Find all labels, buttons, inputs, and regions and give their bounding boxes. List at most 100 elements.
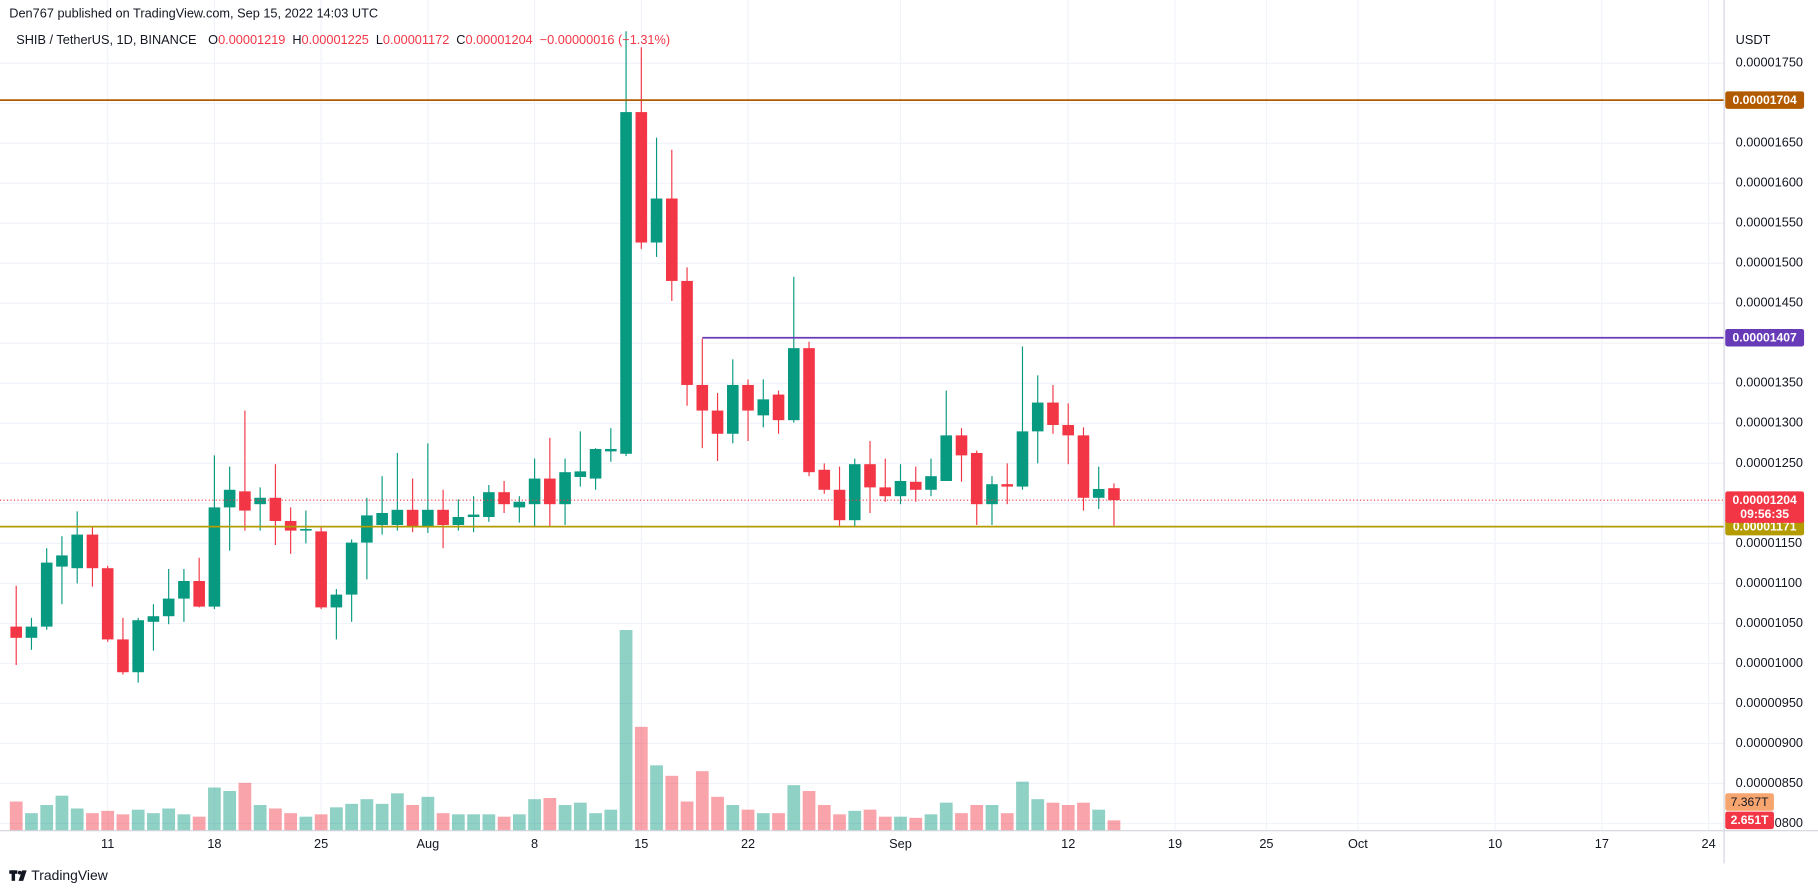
volume-bar <box>634 726 648 831</box>
volume-bar <box>512 814 526 831</box>
level-badge-label: 0.00001704 <box>1733 93 1797 107</box>
volume-bar <box>467 814 480 831</box>
y-tick-label: 0.00001250 <box>1736 455 1803 470</box>
legend-key: H <box>292 32 301 47</box>
volume-bar <box>101 810 115 831</box>
volume-bar <box>909 817 923 831</box>
volume-bar <box>330 807 343 831</box>
x-tick-label: 25 <box>314 836 328 851</box>
level-badge <box>1725 91 1805 109</box>
candle-body <box>1047 402 1059 425</box>
candle-body <box>223 489 236 508</box>
level-badge <box>1725 328 1805 347</box>
candle-body <box>1108 488 1120 501</box>
y-tick-label: 0.00001500 <box>1736 255 1803 270</box>
candle-body <box>483 492 495 517</box>
volume-bar <box>650 765 663 831</box>
volume-bar <box>939 802 953 831</box>
candle-body <box>879 487 892 497</box>
volume-bar <box>1061 805 1075 831</box>
candle-body <box>300 528 312 531</box>
volume-bar <box>772 813 785 831</box>
candle-body <box>757 399 770 416</box>
volume-bar <box>528 799 541 831</box>
candle-body <box>10 626 23 638</box>
candle-body <box>376 512 388 525</box>
volume-bar <box>421 796 435 831</box>
candle-body <box>208 507 221 607</box>
volume-bar <box>695 771 709 831</box>
candle-body <box>239 491 251 511</box>
volume-bar <box>970 805 984 831</box>
candle-body <box>25 626 38 638</box>
candle-body <box>772 394 785 421</box>
candle-body <box>955 435 968 456</box>
footer-brand: TradingView <box>31 867 108 883</box>
volume-bar <box>451 814 465 831</box>
volume-bar <box>833 814 846 831</box>
candle-body <box>1031 402 1044 432</box>
volume-bar <box>482 814 496 831</box>
x-tick-label: 11 <box>101 836 114 851</box>
candle-body <box>513 501 526 508</box>
volume-bar <box>711 796 724 831</box>
candle-body <box>666 198 678 281</box>
y-tick-label: 0.00001300 <box>1736 415 1803 430</box>
candle-body <box>132 620 144 673</box>
candle-body <box>925 476 937 490</box>
candle-body <box>864 464 876 488</box>
candle-body <box>726 384 739 434</box>
candle-body <box>315 531 327 608</box>
volume-bar <box>741 809 755 831</box>
candle-body <box>40 562 53 627</box>
y-tick-label: 0.00001000 <box>1736 655 1803 670</box>
y-tick-label: 0.00000950 <box>1736 695 1803 710</box>
countdown: 09:56:35 <box>1740 507 1789 521</box>
legend-value: 0.00001204 <box>465 32 532 47</box>
logo-part <box>11 870 16 881</box>
candle-body <box>1001 484 1014 487</box>
volume-bar <box>390 793 404 831</box>
candle-body <box>1016 431 1029 487</box>
candle-body <box>1062 424 1075 436</box>
volume-bar <box>589 813 602 831</box>
volume-bar <box>70 808 84 831</box>
volume-bar <box>299 816 313 831</box>
candle-body <box>589 448 602 479</box>
y-tick-label: 0.00001650 <box>1736 135 1803 150</box>
x-tick-label: Aug <box>417 836 440 851</box>
candle-body <box>528 478 541 505</box>
tradingview-logo: TradingView <box>9 867 109 883</box>
level-layer <box>0 99 1725 528</box>
candle-body <box>391 509 404 525</box>
candle-body <box>345 542 358 595</box>
candle-body <box>147 616 160 622</box>
volume-bar <box>680 801 694 831</box>
volume-layer <box>9 630 1121 831</box>
volume-bar <box>86 813 99 831</box>
candle-layer <box>10 31 1120 683</box>
candle-body <box>101 568 114 640</box>
legend-change: −0.00000016 (−1.31%) <box>540 32 670 47</box>
volume-last-label: 2.651T <box>1731 813 1769 827</box>
y-tick-label: 0.00001450 <box>1736 295 1803 310</box>
legend-value: 0.00001172 <box>383 32 449 47</box>
x-tick-label: 15 <box>634 836 648 851</box>
volume-bar <box>284 813 298 831</box>
volume-bar <box>253 805 267 831</box>
y-tick-label: 0.00000900 <box>1736 735 1803 750</box>
volume-bar <box>619 630 633 831</box>
legend-symbol: SHIB / TetherUS, 1D, BINANCE <box>16 32 196 47</box>
volume-bar <box>1107 820 1121 831</box>
volume-bar <box>192 816 206 831</box>
candle-body <box>1092 488 1105 498</box>
volume-bar <box>314 814 328 831</box>
volume-bar <box>162 808 176 831</box>
volume-ma-badge <box>1725 793 1774 811</box>
volume-bar <box>665 775 679 831</box>
legend-key: C <box>456 32 465 47</box>
candle-body <box>193 581 205 607</box>
candle-body <box>894 480 907 497</box>
x-tick-label: 12 <box>1061 836 1075 851</box>
candle-body <box>574 471 587 477</box>
